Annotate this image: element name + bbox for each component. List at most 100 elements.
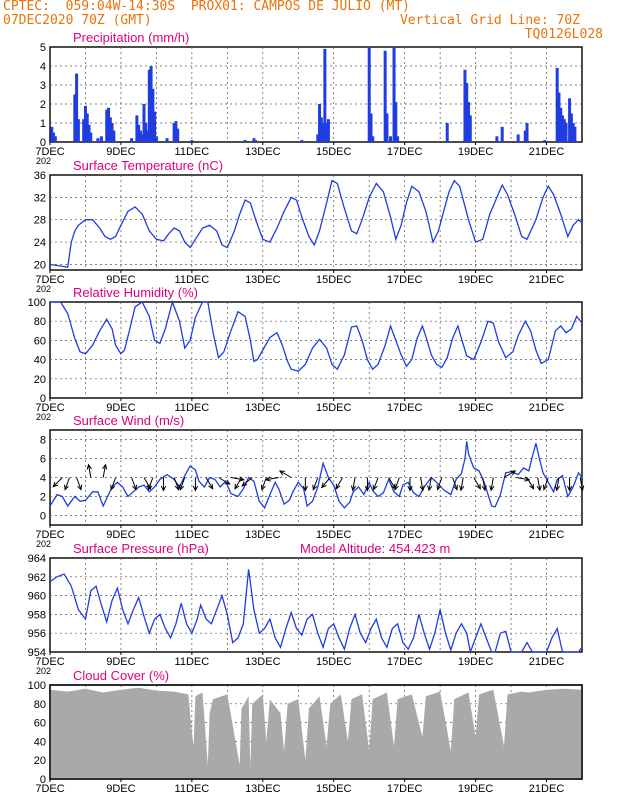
wind-arrow [490,477,494,491]
x-tick-label: 13DEC [245,656,281,668]
wind-arrowhead [372,484,378,491]
precip-bar [445,123,449,142]
wind-arrow [394,477,400,490]
precip-bar [82,119,86,142]
precip-bar [523,130,527,142]
cloud-area [50,687,582,779]
wind-arrow [52,477,63,488]
y-tick-label: 0 [40,774,46,786]
x-tick-label: 9DEC [106,402,135,414]
precip-bar [254,140,258,142]
y-tick-label: 958 [28,609,46,621]
x-tick-label: 19DEC [458,529,494,541]
x-tick-label: 15DEC [316,274,352,286]
precip-bar [560,115,564,142]
x-tick-label: 17DEC [387,783,423,795]
x-tick-label: 17DEC [387,402,423,414]
wind-arrowhead [224,479,231,485]
y-tick-label: 36 [34,170,46,182]
precip-bar [149,66,153,142]
panel-frame [49,557,583,653]
wind-arrow [537,477,541,491]
precip-bar [468,115,472,142]
x-tick-label: 13DEC [245,146,281,158]
precip-bar [153,111,157,142]
precip-bar [146,130,150,142]
wind-arrowhead [160,485,167,492]
wind-arrowhead [278,470,285,476]
wind-arrow [579,477,583,491]
precip-bar [243,140,247,142]
y-tick-label: 100 [28,680,46,692]
x-tick-label: 19DEC [458,656,494,668]
precip-bar [323,48,327,142]
x-tick-label: 21DEC [529,783,565,795]
precip-bar [555,67,559,142]
header-grid-line: Vertical Grid Line: 70Z [399,13,580,28]
wind-arrow [234,477,242,490]
wind-arrowhead [77,484,83,491]
wind-arrowhead [554,485,561,492]
x-tick-label: 9DEC [106,656,135,668]
precip-bar [516,134,520,142]
wind-arrowhead [312,484,318,491]
x-tick-label: 9DEC [106,146,135,158]
y-tick-label: 4 [40,473,46,485]
series-line [49,441,583,510]
x-year-stub: 202 [36,284,51,294]
x-tick-label: 15DEC [316,783,352,795]
precip-bar [568,98,572,142]
x-tick-label: 19DEC [458,274,494,286]
precip-bar [385,113,389,142]
precip-bar [369,113,373,142]
x-tick-label: 21DEC [529,402,565,414]
y-tick-label: 962 [28,572,46,584]
series-line [49,179,583,268]
panel-title: Surface Wind (m/s) [73,413,184,428]
precip-bar [564,123,568,142]
wind-arrowhead [427,485,433,492]
precip-bar [174,121,178,142]
wind-arrowhead [579,485,585,492]
wind-arrow [173,477,180,490]
panel-3: 0 20 40 60 80 100 7DEC 9DEC 11DEC 13DEC 15DEC 17DEC… [28,285,583,422]
x-tick-label: 15DEC [316,529,352,541]
series-line [50,299,583,372]
y-tick-label: 20 [34,259,46,271]
wind-arrowhead [566,485,573,492]
y-tick-label: 5 [40,42,46,54]
x-tick-label: 21DEC [529,656,565,668]
y-tick-label: 1 [40,118,46,130]
x-tick-label: 15DEC [316,402,352,414]
x-tick-label: 7DEC [35,274,64,286]
panel-title: Cloud Cover (%) [73,668,169,683]
wind-arrowhead [192,485,199,492]
precip-bar [130,138,134,142]
precip-bar [144,123,148,142]
y-tick-label: 100 [28,297,46,309]
wind-arrowhead [264,476,271,482]
y-tick-label: 3 [40,80,46,92]
wind-arrow [230,477,244,481]
wind-arrowhead [489,485,495,492]
x-tick-label: 15DEC [316,656,352,668]
y-tick-label: 954 [28,647,46,659]
wind-arrow [452,477,458,490]
wind-arrow [88,464,92,478]
y-tick-label: 40 [34,736,46,748]
wind-arrowhead [524,476,531,482]
panel-5: 954 956 958 960 962 964 7DEC 9DEC 11DEC 13DEC 15DE… [28,541,583,676]
wind-arrow [279,470,292,478]
wind-arrow [428,477,432,491]
precip-bar [190,140,194,142]
x-tick-label: 17DEC [387,656,423,668]
precip-bar [252,138,256,142]
precip-bar [138,130,142,142]
precip-bar [135,115,139,142]
wind-arrowhead [393,484,399,491]
x-tick-label: 13DEC [245,274,281,286]
wind-arrowhead [132,484,137,491]
precip-bar [108,117,112,142]
panel-title: Precipitation (mm/h) [73,30,189,45]
wind-arrowhead [174,484,180,491]
